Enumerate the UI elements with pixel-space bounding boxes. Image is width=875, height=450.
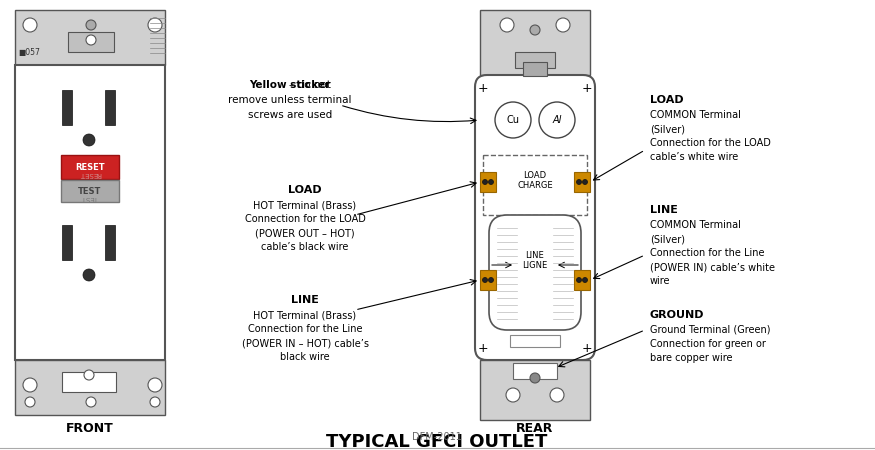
Circle shape: [583, 278, 587, 283]
Text: +: +: [478, 81, 488, 94]
Text: LOAD: LOAD: [523, 171, 547, 180]
Bar: [480, 360, 590, 420]
Circle shape: [482, 278, 487, 283]
Text: screws are used: screws are used: [248, 110, 332, 120]
Bar: [62, 90, 72, 125]
Circle shape: [482, 180, 487, 184]
Text: LINE: LINE: [526, 251, 544, 260]
Text: LINE: LINE: [650, 205, 678, 215]
FancyBboxPatch shape: [475, 75, 595, 360]
Circle shape: [86, 397, 96, 407]
Circle shape: [550, 388, 564, 402]
Text: TYPICAL GFCI OUTLET: TYPICAL GFCI OUTLET: [326, 433, 548, 450]
Text: +: +: [478, 342, 488, 355]
Circle shape: [25, 397, 35, 407]
Text: ■057: ■057: [18, 48, 40, 57]
FancyBboxPatch shape: [489, 215, 581, 330]
Circle shape: [488, 180, 493, 184]
Text: LOAD: LOAD: [288, 185, 322, 195]
Bar: [480, 270, 496, 290]
Bar: [62, 225, 72, 260]
Bar: [574, 172, 590, 192]
Text: remove unless terminal: remove unless terminal: [228, 95, 352, 105]
Bar: [61, 155, 119, 179]
Text: REAR: REAR: [516, 422, 554, 435]
Circle shape: [583, 180, 587, 184]
Bar: [523, 62, 547, 76]
Text: LOAD: LOAD: [650, 95, 683, 105]
Circle shape: [83, 269, 95, 281]
Text: Cu: Cu: [507, 115, 520, 125]
Bar: [62, 372, 116, 392]
Text: GROUND: GROUND: [650, 310, 704, 320]
Bar: [515, 52, 555, 68]
Text: TEST: TEST: [79, 186, 102, 195]
Text: LINE: LINE: [291, 295, 319, 305]
Bar: [105, 90, 115, 125]
Bar: [15, 360, 165, 415]
Circle shape: [84, 370, 94, 380]
Circle shape: [495, 102, 531, 138]
Text: COMMON Terminal
(Silver)
Connection for the LOAD
cable’s white wire: COMMON Terminal (Silver) Connection for …: [650, 110, 771, 162]
Circle shape: [530, 25, 540, 35]
Bar: [480, 172, 496, 192]
Text: Al: Al: [552, 115, 562, 125]
Text: +: +: [582, 81, 592, 94]
Text: HOT Terminal (Brass)
Connection for the LOAD
(POWER OUT – HOT)
cable’s black wir: HOT Terminal (Brass) Connection for the …: [245, 200, 366, 252]
Text: DFM-2011: DFM-2011: [412, 432, 462, 442]
Text: Yellow sticker: Yellow sticker: [249, 80, 331, 90]
Text: RESET: RESET: [79, 171, 102, 177]
Circle shape: [506, 388, 520, 402]
Circle shape: [148, 18, 162, 32]
Bar: [15, 10, 165, 65]
Text: +: +: [582, 342, 592, 355]
Circle shape: [150, 397, 160, 407]
Circle shape: [23, 18, 37, 32]
Text: LIGNE: LIGNE: [522, 261, 548, 270]
Text: CHARGE: CHARGE: [517, 180, 553, 189]
Circle shape: [556, 18, 570, 32]
Text: HOT Terminal (Brass)
Connection for the Line
(POWER IN – HOT) cable’s
black wire: HOT Terminal (Brass) Connection for the …: [242, 310, 368, 362]
Bar: [105, 225, 115, 260]
Circle shape: [530, 373, 540, 383]
Bar: [574, 270, 590, 290]
Text: TEST: TEST: [81, 195, 99, 201]
Text: Ground Terminal (Green)
Connection for green or
bare copper wire: Ground Terminal (Green) Connection for g…: [650, 325, 771, 363]
Text: COMMON Terminal
(Silver)
Connection for the Line
(POWER IN) cable’s white
wire: COMMON Terminal (Silver) Connection for …: [650, 220, 775, 286]
Circle shape: [577, 278, 582, 283]
Text: – do not: – do not: [249, 80, 331, 90]
Text: RESET: RESET: [75, 162, 105, 171]
Circle shape: [539, 102, 575, 138]
Circle shape: [23, 378, 37, 392]
Circle shape: [500, 18, 514, 32]
Circle shape: [86, 35, 96, 45]
Bar: [480, 10, 590, 75]
Bar: [483, 155, 587, 215]
Bar: [510, 335, 560, 347]
Circle shape: [86, 20, 96, 30]
Bar: [68, 32, 114, 52]
Bar: [61, 180, 119, 202]
Bar: [513, 363, 557, 379]
Circle shape: [488, 278, 493, 283]
Circle shape: [148, 378, 162, 392]
Bar: [15, 65, 165, 360]
Text: FRONT: FRONT: [66, 422, 114, 435]
Circle shape: [577, 180, 582, 184]
Circle shape: [83, 134, 95, 146]
